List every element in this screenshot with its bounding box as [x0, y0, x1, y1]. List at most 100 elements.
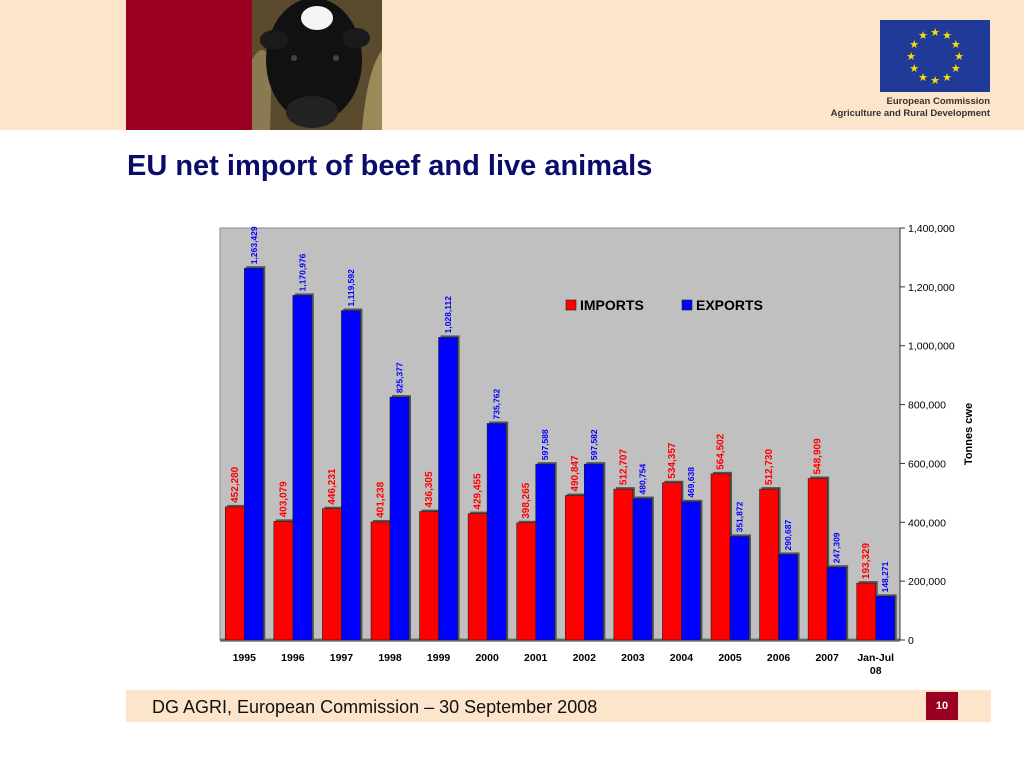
- x-tick-label: 1999: [427, 652, 451, 664]
- x-tick-label: 2005: [718, 652, 742, 664]
- export-bar: [535, 463, 556, 641]
- x-tick-label: 1997: [330, 652, 354, 664]
- import-value-label: 398,265: [521, 482, 532, 519]
- page-title: EU net import of beef and live animals: [127, 150, 653, 182]
- x-tick-label: 1998: [378, 652, 402, 664]
- y-tick-label: 600,000: [908, 458, 946, 470]
- x-tick-label: 2006: [767, 652, 791, 664]
- import-bar: [224, 506, 245, 641]
- y-tick-label: 800,000: [908, 400, 946, 412]
- import-bar: [856, 582, 877, 641]
- org-name: European Commission: [886, 96, 990, 107]
- eu-star-icon: ★: [930, 26, 940, 39]
- export-bar: [583, 463, 604, 641]
- import-bar: [467, 513, 488, 641]
- eu-star-icon: ★: [951, 62, 961, 75]
- y-tick-label: 200,000: [908, 576, 946, 588]
- chart-legend: IMPORTS EXPORTS: [555, 293, 791, 319]
- org-dg: Agriculture and Rural Development: [830, 108, 990, 119]
- import-value-label: 446,231: [327, 468, 338, 505]
- x-tick-label: 2003: [621, 652, 645, 664]
- export-value-label: 825,377: [395, 362, 405, 393]
- import-value-label: 564,502: [716, 433, 727, 470]
- import-bar: [807, 478, 828, 641]
- footer-text: DG AGRI, European Commission – 30 Septem…: [152, 697, 598, 717]
- export-value-label: 247,309: [832, 532, 842, 563]
- import-value-label: 452,280: [230, 466, 241, 503]
- import-value-label: 436,305: [424, 471, 435, 508]
- legend-label-import: IMPORTS: [580, 297, 644, 313]
- export-bar: [778, 554, 798, 641]
- import-bar: [273, 521, 294, 641]
- export-value-label: 1,263,429: [249, 226, 259, 264]
- x-tick-label: 2007: [815, 652, 839, 664]
- eu-star-icon: ★: [918, 29, 928, 42]
- bar-chart: 0 200,000 400,000 600,000 800,000 1,000,000 1,…: [219, 223, 975, 677]
- x-tick-label: 1996: [281, 652, 305, 664]
- x-tick-label: Jan-Jul 08: [857, 652, 894, 677]
- y-tick-label: 0: [908, 635, 914, 647]
- import-bar: [370, 521, 391, 641]
- y-tick-label: 1,200,000: [908, 282, 955, 294]
- import-value-label: 548,909: [813, 438, 824, 475]
- export-value-label: 1,028,112: [443, 296, 453, 334]
- y-tick-label: 400,000: [908, 517, 946, 529]
- eu-star-icon: ★: [909, 62, 919, 75]
- eu-flag-icon: ★ ★ ★ ★ ★ ★ ★ ★ ★ ★ ★ ★: [880, 20, 990, 92]
- export-bar: [243, 267, 264, 641]
- legend-swatch-import: [565, 299, 577, 311]
- export-value-label: 1,170,976: [297, 253, 307, 291]
- import-bar: [564, 495, 585, 641]
- import-value-label: 429,455: [473, 473, 484, 510]
- export-value-label: 480,754: [637, 464, 647, 495]
- eu-star-icon: ★: [951, 38, 961, 51]
- x-tick-label: 2001: [524, 652, 548, 664]
- export-value-label: 735,762: [492, 389, 502, 420]
- footer-band: [126, 690, 991, 722]
- import-value-label: 534,357: [667, 442, 678, 479]
- import-bar: [516, 522, 537, 641]
- legend-swatch-export: [681, 299, 693, 311]
- x-tick-label: 1995: [233, 652, 257, 664]
- org-caption: European Commission Agriculture and Rura…: [831, 96, 990, 120]
- export-value-label: 469,638: [686, 467, 696, 498]
- export-value-label: 597,582: [589, 429, 599, 460]
- x-tick-label: 2000: [475, 652, 499, 664]
- export-bar: [438, 337, 458, 641]
- import-bar: [662, 482, 682, 641]
- import-bar: [419, 511, 439, 641]
- import-bar: [710, 473, 731, 641]
- import-value-label: 193,329: [861, 543, 872, 580]
- x-tick-label: 2004: [670, 652, 694, 664]
- export-bar: [875, 596, 896, 641]
- export-value-label: 290,687: [783, 520, 793, 551]
- y-axis-label: Tonnes cwe: [963, 403, 975, 465]
- eu-star-icon: ★: [942, 71, 952, 84]
- import-value-label: 512,730: [764, 449, 775, 486]
- eu-star-icon: ★: [906, 50, 916, 63]
- export-bar: [729, 536, 750, 641]
- page-number: 10: [926, 692, 958, 720]
- export-bar: [486, 423, 507, 641]
- eu-star-icon: ★: [930, 74, 940, 87]
- export-value-label: 597,588: [540, 429, 550, 460]
- export-bar: [681, 501, 701, 641]
- export-value-label: 1,119,592: [346, 269, 356, 307]
- legend-box: [555, 293, 791, 319]
- eu-star-icon: ★: [918, 71, 928, 84]
- export-bar: [826, 566, 847, 641]
- import-bar: [613, 488, 634, 641]
- import-value-label: 490,847: [570, 455, 581, 492]
- legend-label-export: EXPORTS: [696, 297, 763, 313]
- x-tick-label: 2002: [573, 652, 597, 664]
- import-value-label: 403,079: [278, 481, 289, 518]
- export-value-label: 351,872: [735, 501, 745, 532]
- header-accent-block: [126, 0, 252, 130]
- export-bar: [341, 310, 361, 641]
- export-bar: [389, 396, 410, 641]
- export-bar: [632, 498, 653, 641]
- import-bar: [322, 508, 342, 641]
- export-value-label: 148,271: [880, 561, 890, 592]
- eu-star-icon: ★: [942, 29, 952, 42]
- calf-photo: [252, 0, 382, 130]
